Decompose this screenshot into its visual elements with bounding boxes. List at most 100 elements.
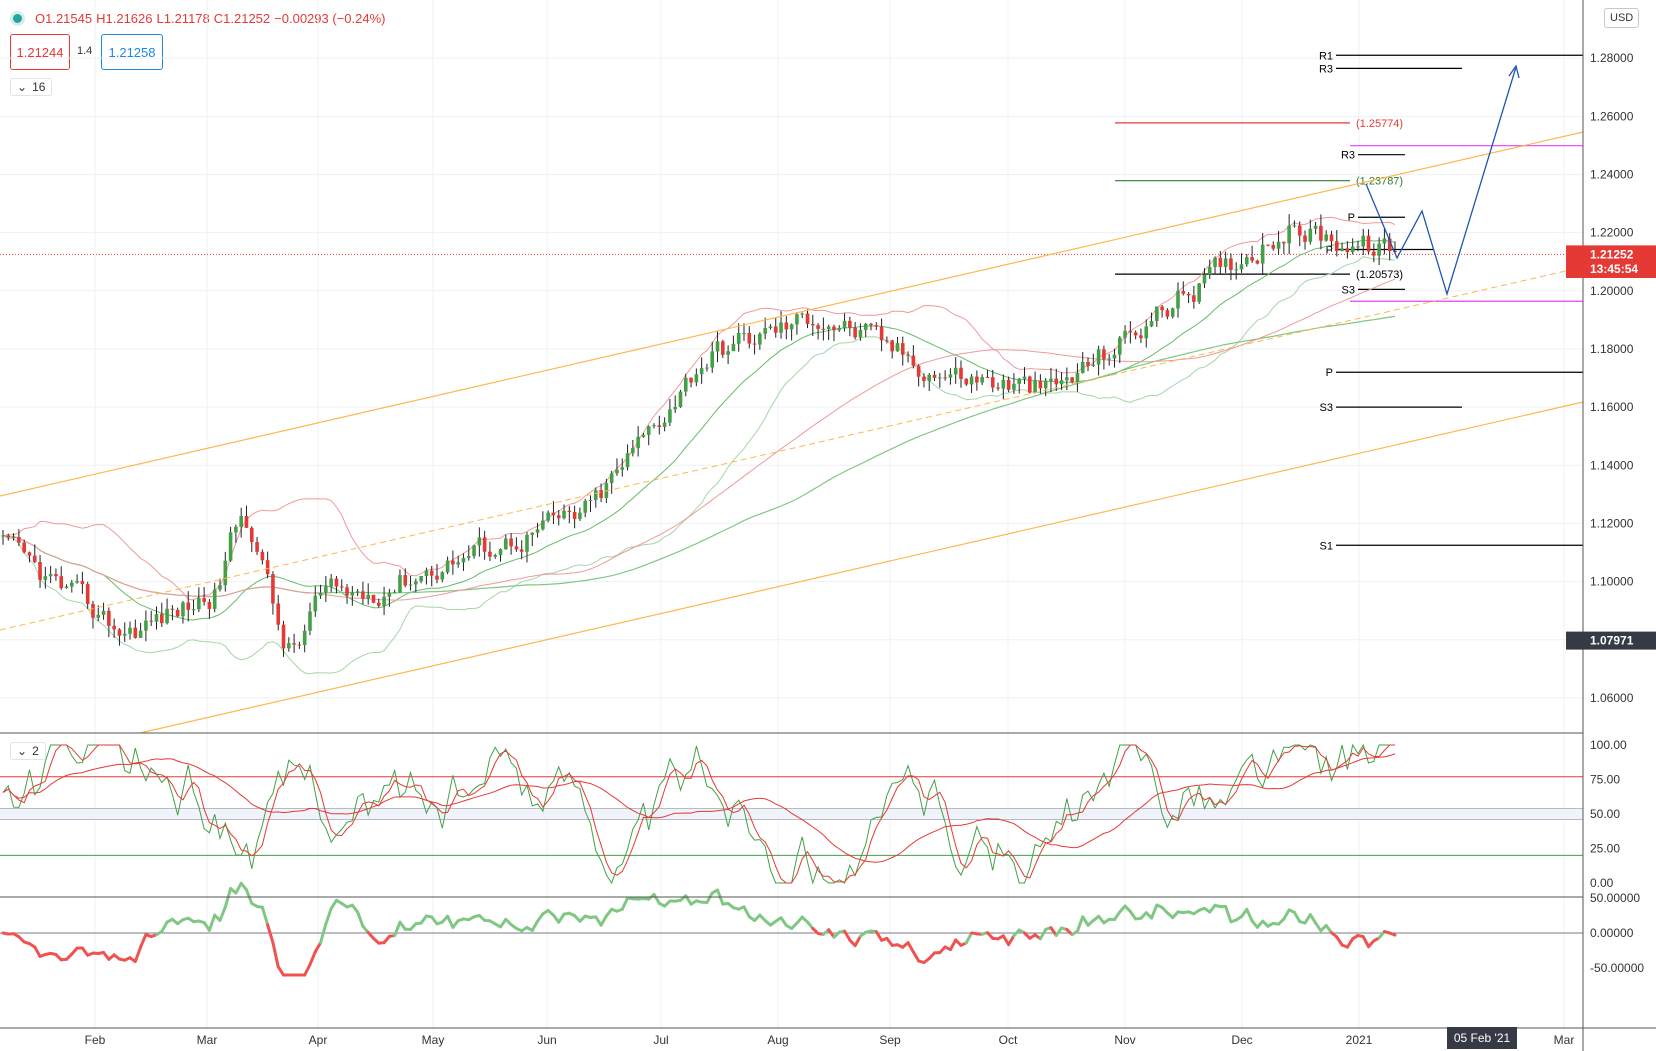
candle-body bbox=[969, 376, 974, 385]
candle-body bbox=[197, 598, 201, 610]
level-label: (1.25774) bbox=[1356, 118, 1403, 130]
candle-body bbox=[927, 374, 932, 381]
candle-body bbox=[345, 587, 349, 596]
candle-body bbox=[932, 374, 937, 378]
candle-body bbox=[488, 551, 492, 557]
stoch-d-line bbox=[2, 744, 1395, 884]
pane2-toggle[interactable]: ⌄ 2 bbox=[10, 742, 46, 760]
candle-body bbox=[38, 562, 42, 580]
candle-body bbox=[710, 351, 715, 368]
candle-body bbox=[1043, 380, 1048, 389]
candle-body bbox=[726, 351, 730, 355]
candle-body bbox=[308, 611, 312, 631]
candle-body bbox=[297, 644, 302, 646]
x-tick-label: Feb bbox=[85, 1033, 106, 1047]
candle-body bbox=[445, 560, 450, 573]
level-label: (1.23787) bbox=[1356, 176, 1403, 188]
candle-body bbox=[17, 536, 21, 543]
candle-body bbox=[1149, 321, 1154, 327]
candle-body bbox=[525, 534, 529, 552]
candle-body bbox=[334, 578, 339, 587]
momentum-segment bbox=[1075, 915, 1085, 933]
candle-body bbox=[207, 601, 212, 609]
currency-label[interactable]: USD bbox=[1604, 8, 1640, 28]
level-label: P bbox=[1326, 367, 1333, 379]
candle-body bbox=[816, 325, 820, 329]
pivot-levels: R1R3(1.25774)R3(1.23787)PP(1.20573)S3PS3… bbox=[1115, 50, 1583, 552]
momentum-segment bbox=[1150, 903, 1159, 920]
candle-body bbox=[953, 367, 958, 375]
candle-body bbox=[636, 436, 640, 449]
candle-body bbox=[440, 572, 445, 580]
candle-body bbox=[260, 551, 265, 561]
candle-body bbox=[1292, 225, 1297, 227]
candle-body bbox=[149, 620, 153, 622]
candle-body bbox=[1303, 235, 1307, 242]
candle-body bbox=[1250, 257, 1254, 261]
candle-body bbox=[609, 473, 614, 484]
level-label: P bbox=[1348, 212, 1355, 224]
indicators-toggle[interactable]: ⌄ 16 bbox=[10, 78, 53, 96]
momentum-segment bbox=[223, 887, 233, 909]
candle-body bbox=[361, 591, 365, 599]
x-tick-label: Dec bbox=[1231, 1033, 1252, 1047]
stoch-tick-label: 0.00 bbox=[1590, 876, 1614, 890]
x-tick-label: Nov bbox=[1114, 1033, 1135, 1047]
candle-body bbox=[938, 377, 942, 379]
candle-body bbox=[758, 333, 762, 345]
momentum-segment bbox=[308, 950, 317, 967]
spread-value: 1.4 bbox=[77, 45, 93, 57]
candle-body bbox=[54, 574, 58, 577]
momentum-segment bbox=[843, 929, 852, 942]
candle-body bbox=[1192, 295, 1196, 302]
momentum-segment bbox=[356, 910, 365, 928]
ohlc-change: −0.00293 (−0.24%) bbox=[274, 11, 386, 26]
candle-body bbox=[234, 526, 238, 533]
buy-button[interactable]: 1.21258 bbox=[101, 34, 163, 70]
candle-body bbox=[1297, 225, 1302, 236]
candle-body bbox=[826, 326, 831, 330]
candle-body bbox=[821, 328, 826, 330]
momentum-segment bbox=[139, 933, 148, 949]
candle-body bbox=[504, 538, 508, 550]
sell-button[interactable]: 1.21244 bbox=[10, 34, 70, 70]
candle-body bbox=[1334, 241, 1339, 251]
momentum-segment bbox=[266, 923, 275, 945]
momentum-segment bbox=[906, 941, 915, 954]
price-label: 1.07971 bbox=[1590, 634, 1634, 648]
candle-body bbox=[117, 629, 122, 636]
trend-overlays bbox=[0, 64, 1584, 734]
candle-body bbox=[541, 520, 545, 530]
x-tick-label: 2021 bbox=[1346, 1033, 1373, 1047]
candle-body bbox=[276, 603, 281, 625]
candle-body bbox=[1001, 379, 1006, 389]
level-label: S3 bbox=[1342, 284, 1355, 296]
candle-body bbox=[255, 542, 259, 552]
candle-body bbox=[249, 527, 254, 543]
candle-body bbox=[1181, 291, 1186, 294]
candle-body bbox=[1117, 337, 1122, 355]
momentum-tick-label: 50.00000 bbox=[1590, 891, 1640, 905]
candle-body bbox=[133, 627, 138, 638]
candle-body bbox=[482, 537, 487, 552]
candle-body bbox=[191, 609, 196, 611]
candle-body bbox=[6, 535, 11, 538]
candle-body bbox=[101, 610, 106, 615]
candle-body bbox=[80, 580, 85, 585]
candle-body bbox=[1176, 291, 1180, 309]
y-tick-label: 1.28000 bbox=[1590, 51, 1634, 65]
candle-body bbox=[287, 643, 291, 649]
candle-body bbox=[1377, 243, 1381, 256]
momentum-tick-label: -50.00000 bbox=[1590, 961, 1644, 975]
momentum-segment bbox=[276, 965, 286, 977]
candle-body bbox=[329, 578, 333, 587]
momentum-segment bbox=[964, 931, 974, 945]
candle-body bbox=[996, 387, 1000, 389]
momentum-segment bbox=[1314, 921, 1323, 933]
candle-body bbox=[218, 585, 222, 590]
momentum-segment bbox=[1224, 904, 1233, 924]
candle-body bbox=[551, 512, 556, 516]
candle-body bbox=[721, 341, 725, 355]
candle-body bbox=[461, 557, 466, 563]
